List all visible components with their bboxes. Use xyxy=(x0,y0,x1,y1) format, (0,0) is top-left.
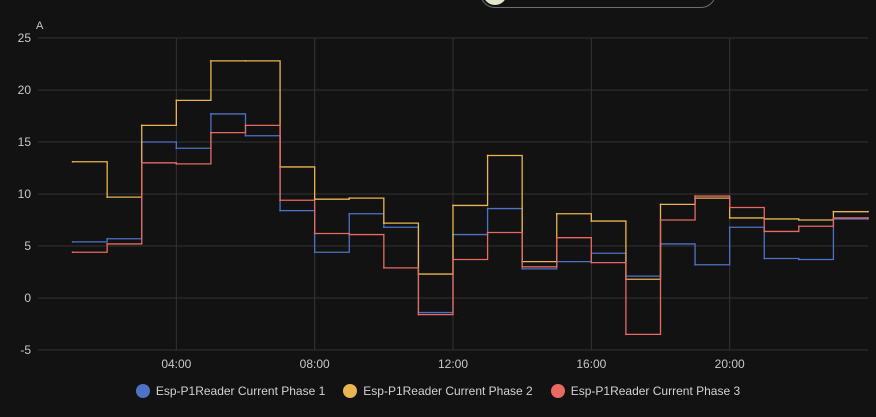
legend-item[interactable]: Esp-P1Reader Current Phase 1 xyxy=(135,384,326,398)
x-tick-label: 04:00 xyxy=(161,357,191,371)
data-point xyxy=(313,251,316,254)
current-chart: 25 20 15 10 5 0 -5 04:00 08:00 12:00 16:00 20:00 A xyxy=(18,20,869,371)
data-point xyxy=(625,333,627,336)
legend-dot-icon xyxy=(343,384,358,398)
y-tick-label: 10 xyxy=(18,187,32,201)
series-line-phase-2 xyxy=(72,60,868,280)
data-point xyxy=(313,232,316,235)
data-point xyxy=(140,124,143,127)
data-point xyxy=(348,197,351,200)
data-point xyxy=(694,263,696,266)
data-point xyxy=(590,261,593,264)
data-point xyxy=(71,240,74,243)
data-point xyxy=(555,236,558,239)
data-point xyxy=(175,147,178,150)
x-tick-label: 12:00 xyxy=(438,357,468,371)
data-point xyxy=(486,207,489,210)
data-point xyxy=(175,162,178,165)
data-point xyxy=(210,113,212,115)
x-tick-label: 20:00 xyxy=(715,357,745,371)
data-point xyxy=(728,226,731,229)
legend-item[interactable]: Esp-P1Reader Current Phase 3 xyxy=(550,384,741,398)
data-point xyxy=(106,243,109,245)
y-tick-label: 15 xyxy=(18,135,32,149)
data-point xyxy=(763,257,766,260)
data-point xyxy=(832,210,835,213)
data-point xyxy=(348,233,351,236)
data-point xyxy=(106,237,109,240)
data-point xyxy=(694,195,696,197)
data-point xyxy=(659,203,662,206)
data-point xyxy=(106,196,109,199)
legend-dot-icon xyxy=(135,384,150,398)
data-point xyxy=(452,258,454,261)
data-point xyxy=(486,231,489,234)
data-point xyxy=(521,267,524,270)
data-point xyxy=(71,251,74,254)
data-point xyxy=(590,220,593,222)
data-point xyxy=(521,265,524,268)
data-point xyxy=(244,124,247,127)
legend-label: Esp-P1Reader Current Phase 1 xyxy=(155,384,326,398)
data-point xyxy=(210,131,212,134)
data-point xyxy=(175,99,178,102)
data-point xyxy=(555,212,558,215)
legend-item[interactable]: Esp-P1Reader Current Phase 2 xyxy=(343,384,533,398)
data-point xyxy=(728,217,731,219)
data-point xyxy=(244,134,247,137)
data-point xyxy=(763,230,766,233)
data-point xyxy=(417,313,420,316)
series-line-phase-3 xyxy=(72,124,868,336)
y-tick-label: 20 xyxy=(18,83,32,97)
data-point xyxy=(832,217,835,219)
x-tick-label: 16:00 xyxy=(576,357,606,371)
data-point xyxy=(867,217,869,219)
data-point xyxy=(382,266,385,269)
data-point xyxy=(71,160,74,163)
chart-legend: Esp-P1Reader Current Phase 1 Esp-P1Reader… xyxy=(0,384,876,398)
data-point xyxy=(140,161,143,164)
y-tick-label: 5 xyxy=(24,239,31,253)
data-point xyxy=(659,219,662,221)
data-point xyxy=(210,59,212,62)
y-tick-label: 25 xyxy=(18,31,32,45)
legend-label: Esp-P1Reader Current Phase 2 xyxy=(363,384,533,398)
data-point xyxy=(279,209,281,212)
data-point xyxy=(244,59,247,62)
legend-dot-icon xyxy=(550,384,565,398)
data-point xyxy=(348,212,351,215)
data-point xyxy=(797,219,800,221)
data-point xyxy=(728,206,731,209)
y-tick-label: 0 xyxy=(24,291,31,305)
data-point xyxy=(279,199,281,202)
y-axis-label: A xyxy=(36,20,44,32)
data-point xyxy=(452,204,454,207)
series-line-phase-1 xyxy=(72,113,868,314)
toggle-knob-icon xyxy=(483,0,507,5)
data-point xyxy=(382,226,385,229)
data-point xyxy=(382,222,385,225)
x-tick-label: 08:00 xyxy=(300,357,330,371)
legend-label: Esp-P1Reader Current Phase 3 xyxy=(570,384,741,398)
data-point xyxy=(797,258,800,261)
y-tick-label: -5 xyxy=(20,343,31,357)
data-point xyxy=(486,154,489,157)
data-point xyxy=(867,210,869,213)
data-point xyxy=(797,225,800,228)
